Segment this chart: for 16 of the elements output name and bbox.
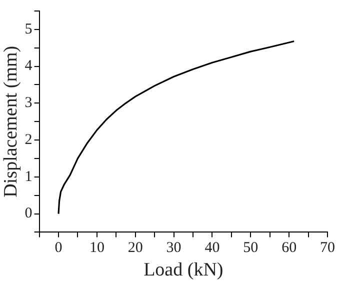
y-axis-title: Displacement (mm)	[0, 46, 22, 198]
y-tick-label: 1	[24, 168, 32, 185]
x-tick-label: 70	[320, 240, 335, 256]
x-tick-label: 30	[166, 240, 182, 256]
y-tick-label: 2	[24, 132, 32, 148]
y-tick-label: 3	[24, 95, 32, 112]
x-axis-title: Load (kN)	[144, 260, 224, 281]
x-tick-label: 20	[128, 240, 143, 256]
y-tick-label: 4	[24, 58, 33, 74]
x-tick-label: 40	[204, 240, 220, 256]
x-tick-label: 50	[243, 240, 258, 256]
x-tick-label: 0	[54, 240, 62, 256]
y-tick-label: 0	[24, 206, 32, 222]
x-tick-label: 60	[282, 240, 297, 256]
y-tick-label: 5	[24, 21, 32, 38]
x-tick-label: 10	[89, 240, 104, 256]
